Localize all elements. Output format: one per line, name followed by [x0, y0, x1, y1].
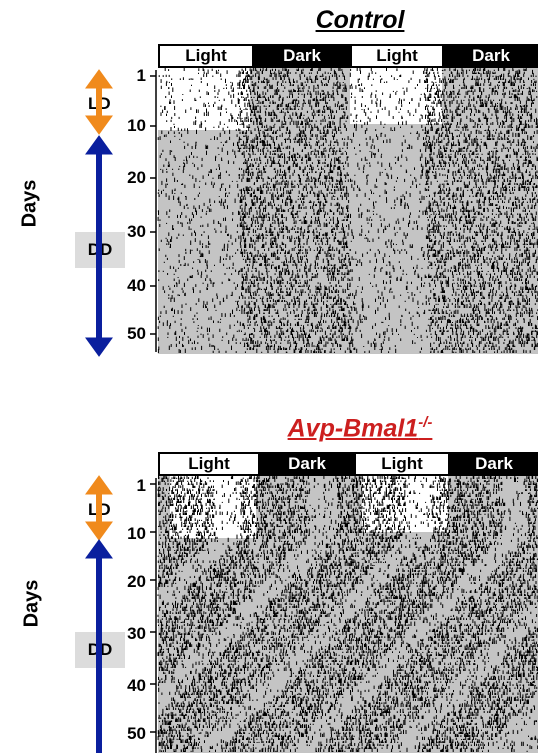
- panel-title-text: Avp-Bmal1: [287, 414, 419, 443]
- day-tick-10: 10: [127, 524, 146, 543]
- day-tick-1: 1: [136, 476, 146, 495]
- dd-arrow-avp-bmal1: [85, 539, 113, 753]
- day-tick-10: 10: [127, 116, 146, 135]
- bar-label: Dark: [475, 454, 513, 473]
- bar-label: Light: [376, 46, 418, 65]
- y-axis-avp-bmal1: [150, 478, 157, 753]
- panel-title-avp-bmal1: Avp-Bmal1-/-: [250, 414, 470, 443]
- activity-marks: [157, 474, 538, 752]
- actogram-control: [157, 66, 538, 354]
- light-dark-bar-dark-1: Dark: [260, 452, 354, 476]
- light-dark-bar-dark-2: Dark: [444, 44, 538, 68]
- dd-arrow-control: [85, 135, 113, 357]
- activity-mark-path: [157, 66, 538, 353]
- activity-marks: [157, 66, 538, 353]
- bar-label: Dark: [283, 46, 321, 65]
- light-dark-bar-dark-1: Dark: [254, 44, 350, 68]
- actogram-avp-bmal1: [157, 474, 538, 753]
- day-tick-30: 30: [127, 624, 146, 643]
- light-dark-bar-dark-2: Dark: [450, 452, 538, 476]
- light-dark-bar-light-1: Light: [158, 44, 254, 68]
- ld-arrow-control: [85, 69, 113, 135]
- day-tick-40: 40: [127, 276, 146, 295]
- bar-label: Dark: [472, 46, 510, 65]
- y-axis-control: [150, 70, 157, 352]
- day-tick-50: 50: [127, 724, 146, 743]
- day-tick-50: 50: [127, 324, 146, 343]
- bar-label: Dark: [288, 454, 326, 473]
- bar-label: Light: [185, 46, 227, 65]
- day-tick-30: 30: [127, 222, 146, 241]
- bar-label: Light: [188, 454, 230, 473]
- activity-mark-path: [157, 474, 538, 752]
- day-tick-20: 20: [127, 572, 146, 591]
- light-dark-bar-light-2: Light: [354, 452, 450, 476]
- bar-label: Light: [381, 454, 423, 473]
- panel-title-text: Control: [315, 6, 405, 34]
- panel-title-control: Control: [300, 6, 420, 35]
- light-dark-bar-light-1: Light: [158, 452, 260, 476]
- panel-title-superscript: -/-: [418, 414, 433, 431]
- day-tick-1: 1: [136, 66, 146, 85]
- day-tick-40: 40: [127, 676, 146, 695]
- ld-arrow-avp-bmal1: [85, 475, 113, 541]
- day-tick-20: 20: [127, 168, 146, 187]
- light-dark-bar-light-2: Light: [350, 44, 444, 68]
